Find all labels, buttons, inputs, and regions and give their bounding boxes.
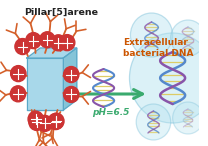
Circle shape bbox=[64, 86, 79, 102]
Circle shape bbox=[130, 33, 208, 123]
Polygon shape bbox=[27, 58, 63, 110]
Circle shape bbox=[64, 67, 79, 82]
Circle shape bbox=[136, 104, 171, 140]
Circle shape bbox=[10, 86, 26, 102]
Circle shape bbox=[173, 102, 203, 134]
Text: Extracellular
bacterial DNA: Extracellular bacterial DNA bbox=[123, 38, 193, 58]
Circle shape bbox=[49, 113, 64, 129]
Circle shape bbox=[15, 39, 30, 55]
Circle shape bbox=[29, 114, 44, 130]
Circle shape bbox=[26, 33, 41, 49]
Text: Pillar[5]arene: Pillar[5]arene bbox=[24, 8, 98, 17]
Text: pH=6.5: pH=6.5 bbox=[93, 108, 130, 117]
Circle shape bbox=[40, 32, 55, 48]
Circle shape bbox=[171, 20, 205, 56]
Circle shape bbox=[28, 111, 43, 127]
Polygon shape bbox=[63, 48, 77, 110]
Circle shape bbox=[130, 13, 173, 57]
Circle shape bbox=[59, 35, 75, 51]
Circle shape bbox=[51, 35, 66, 51]
Circle shape bbox=[11, 66, 26, 82]
Circle shape bbox=[48, 114, 63, 130]
Polygon shape bbox=[27, 48, 77, 58]
Circle shape bbox=[37, 115, 53, 131]
